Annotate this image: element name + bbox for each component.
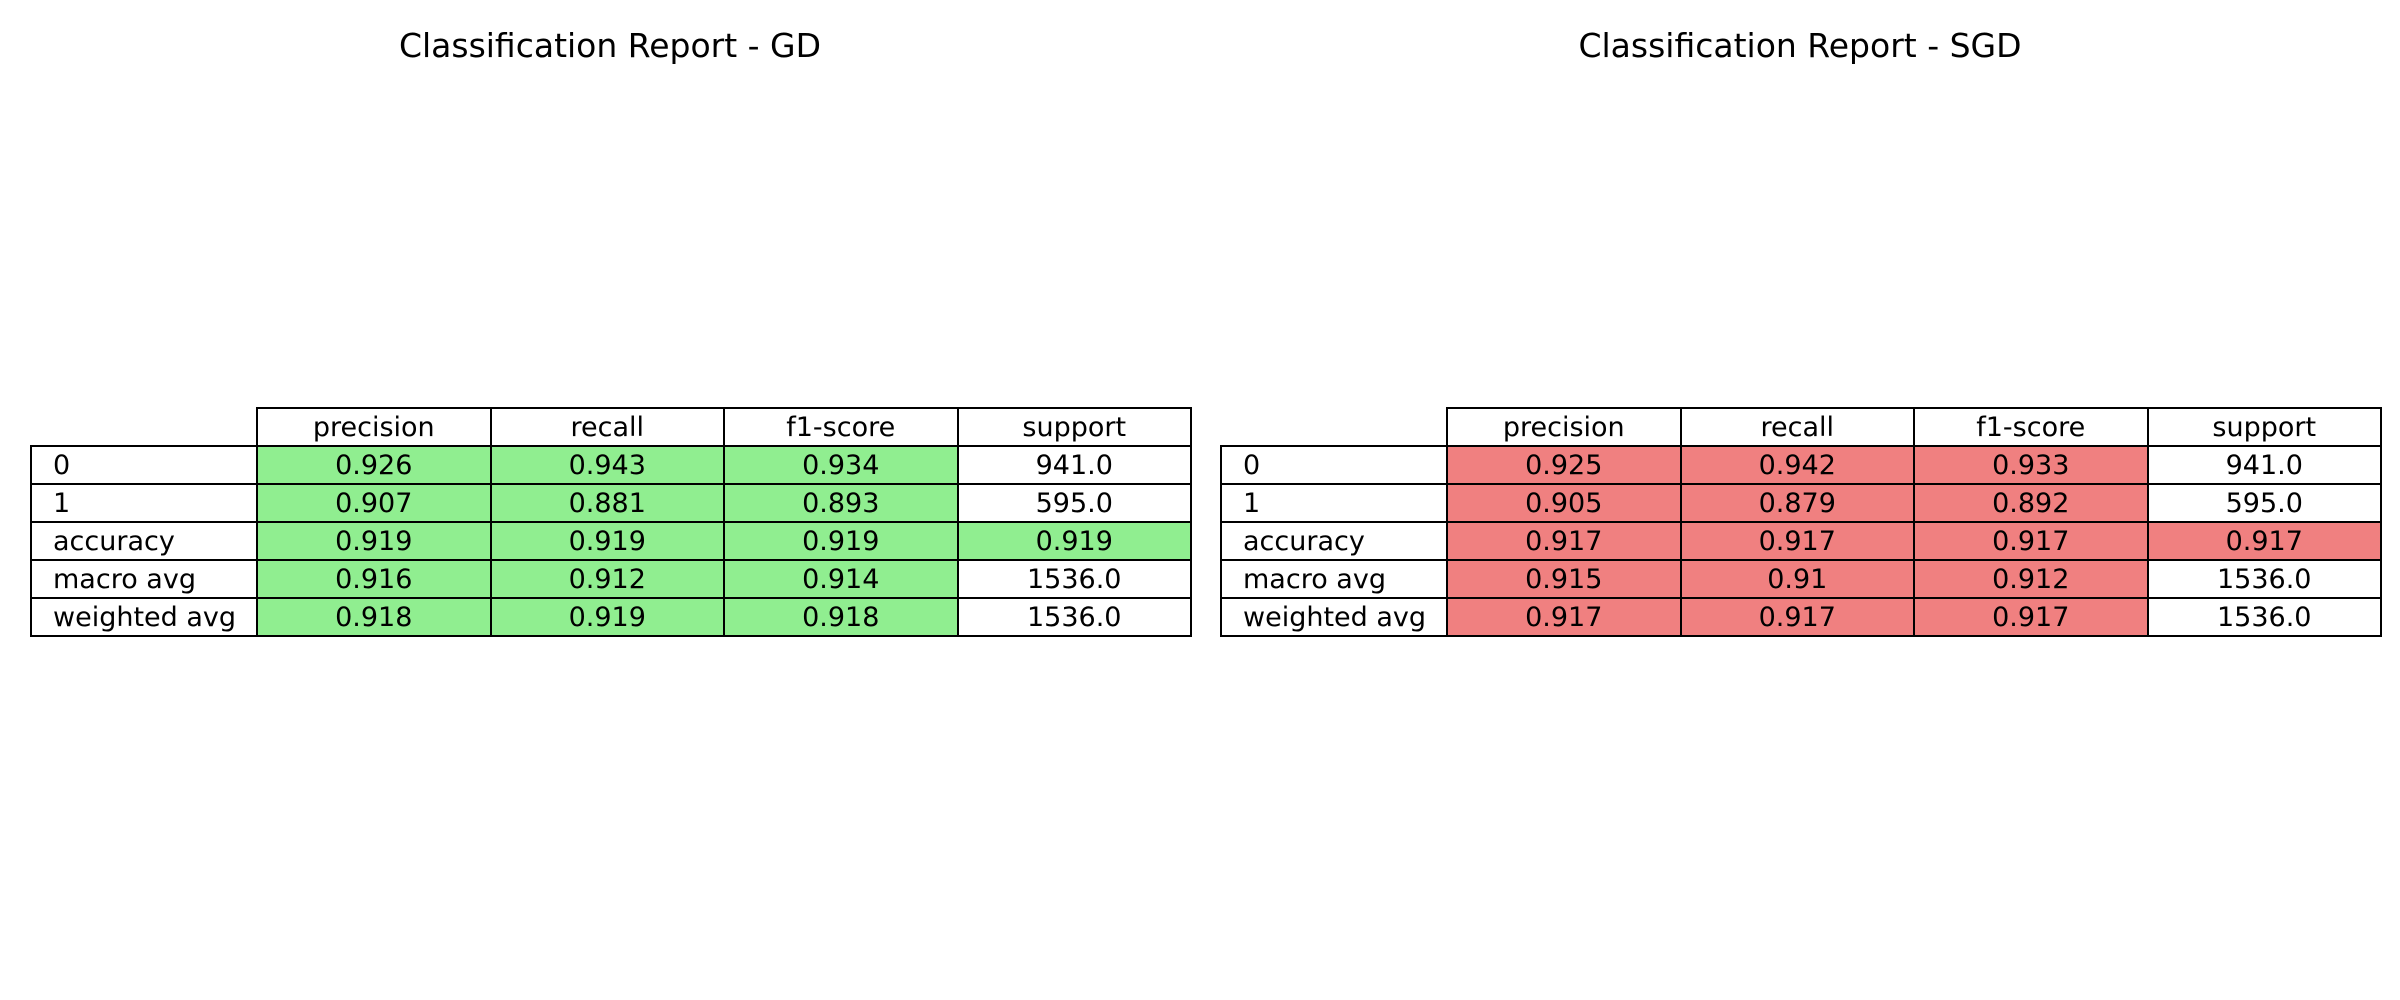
gd-column-header-recall: recall [489,407,725,447]
sgd-cell-1-f1-score: 0.892 [1913,483,2149,523]
gd-table-row: 1 0.907 0.881 0.893 595.0 [30,483,1192,523]
sgd-cell-accuracy-recall: 0.917 [1679,521,1915,561]
sgd-cell-macro-avg-f1-score: 0.912 [1913,559,2149,599]
sgd-table-row: weighted avg 0.917 0.917 0.917 1536.0 [1220,597,2382,637]
gd-cell-weighted-avg-recall: 0.919 [489,597,725,637]
sgd-cell-accuracy-f1-score: 0.917 [1913,521,2149,561]
sgd-row-label-weighted-avg: weighted avg [1220,597,1448,637]
sgd-row-label-macro-avg: macro avg [1220,559,1448,599]
gd-cell-accuracy-precision: 0.919 [256,521,492,561]
sgd-column-header-precision: precision [1446,407,1682,447]
gd-cell-0-precision: 0.926 [256,445,492,485]
gd-row-label-accuracy: accuracy [30,521,258,561]
gd-cell-macro-avg-recall: 0.912 [489,559,725,599]
gd-cell-0-support: 941.0 [956,445,1192,485]
sgd-cell-0-precision: 0.925 [1446,445,1682,485]
sgd-cell-macro-avg-precision: 0.915 [1446,559,1682,599]
sgd-table-row: macro avg 0.915 0.91 0.912 1536.0 [1220,559,2382,599]
gd-row-label-1: 1 [30,483,258,523]
gd-column-header-support: support [956,407,1192,447]
sgd-cell-macro-avg-recall: 0.91 [1679,559,1915,599]
gd-corner-cell [31,408,257,446]
gd-report-table: precision recall f1-score support 0 0.926 0.9… [30,407,1192,637]
sgd-cell-weighted-avg-support: 1536.0 [2146,597,2382,637]
sgd-table-row: 0 0.925 0.942 0.933 941.0 [1220,445,2382,485]
gd-row-label-macro-avg: macro avg [30,559,258,599]
gd-cell-macro-avg-support: 1536.0 [956,559,1192,599]
gd-row-label-0: 0 [30,445,258,485]
gd-table-row: macro avg 0.916 0.912 0.914 1536.0 [30,559,1192,599]
gd-header-row: precision recall f1-score support [31,407,1192,447]
gd-cell-0-f1-score: 0.934 [723,445,959,485]
gd-cell-macro-avg-f1-score: 0.914 [723,559,959,599]
sgd-cell-1-recall: 0.879 [1679,483,1915,523]
sgd-table-row: 1 0.905 0.879 0.892 595.0 [1220,483,2382,523]
sgd-cell-0-f1-score: 0.933 [1913,445,2149,485]
sgd-table-row: accuracy 0.917 0.917 0.917 0.917 [1220,521,2382,561]
gd-cell-1-support: 595.0 [956,483,1192,523]
sgd-cell-0-support: 941.0 [2146,445,2382,485]
sgd-report-title: Classification Report - SGD [1578,26,2022,65]
gd-column-header-f1-score: f1-score [723,407,959,447]
sgd-row-label-0: 0 [1220,445,1448,485]
sgd-column-header-recall: recall [1679,407,1915,447]
gd-cell-0-recall: 0.943 [489,445,725,485]
sgd-cell-weighted-avg-recall: 0.917 [1679,597,1915,637]
gd-table-row: 0 0.926 0.943 0.934 941.0 [30,445,1192,485]
gd-cell-accuracy-support: 0.919 [956,521,1192,561]
gd-column-header-precision: precision [256,407,492,447]
sgd-cell-1-support: 595.0 [2146,483,2382,523]
gd-cell-weighted-avg-precision: 0.918 [256,597,492,637]
sgd-report-panel: Classification Report - SGD precision rec… [1220,0,2382,1000]
gd-cell-macro-avg-precision: 0.916 [256,559,492,599]
sgd-cell-macro-avg-support: 1536.0 [2146,559,2382,599]
sgd-column-header-f1-score: f1-score [1913,407,2149,447]
sgd-row-label-accuracy: accuracy [1220,521,1448,561]
sgd-cell-0-recall: 0.942 [1679,445,1915,485]
gd-cell-1-recall: 0.881 [489,483,725,523]
sgd-column-header-support: support [2146,407,2382,447]
gd-row-label-weighted-avg: weighted avg [30,597,258,637]
sgd-corner-cell [1221,408,1447,446]
sgd-cell-1-precision: 0.905 [1446,483,1682,523]
sgd-row-label-1: 1 [1220,483,1448,523]
sgd-cell-weighted-avg-f1-score: 0.917 [1913,597,2149,637]
sgd-header-row: precision recall f1-score support [1221,407,2382,447]
gd-table-row: weighted avg 0.918 0.919 0.918 1536.0 [30,597,1192,637]
sgd-cell-weighted-avg-precision: 0.917 [1446,597,1682,637]
gd-report-panel: Classification Report - GD precision reca… [30,0,1192,1000]
gd-cell-1-f1-score: 0.893 [723,483,959,523]
gd-table-row: accuracy 0.919 0.919 0.919 0.919 [30,521,1192,561]
sgd-cell-accuracy-support: 0.917 [2146,521,2382,561]
gd-cell-weighted-avg-f1-score: 0.918 [723,597,959,637]
gd-cell-accuracy-recall: 0.919 [489,521,725,561]
gd-cell-1-precision: 0.907 [256,483,492,523]
gd-cell-accuracy-f1-score: 0.919 [723,521,959,561]
sgd-report-table: precision recall f1-score support 0 0.925 0.9… [1220,407,2382,637]
gd-cell-weighted-avg-support: 1536.0 [956,597,1192,637]
gd-report-title: Classification Report - GD [398,26,822,65]
sgd-cell-accuracy-precision: 0.917 [1446,521,1682,561]
